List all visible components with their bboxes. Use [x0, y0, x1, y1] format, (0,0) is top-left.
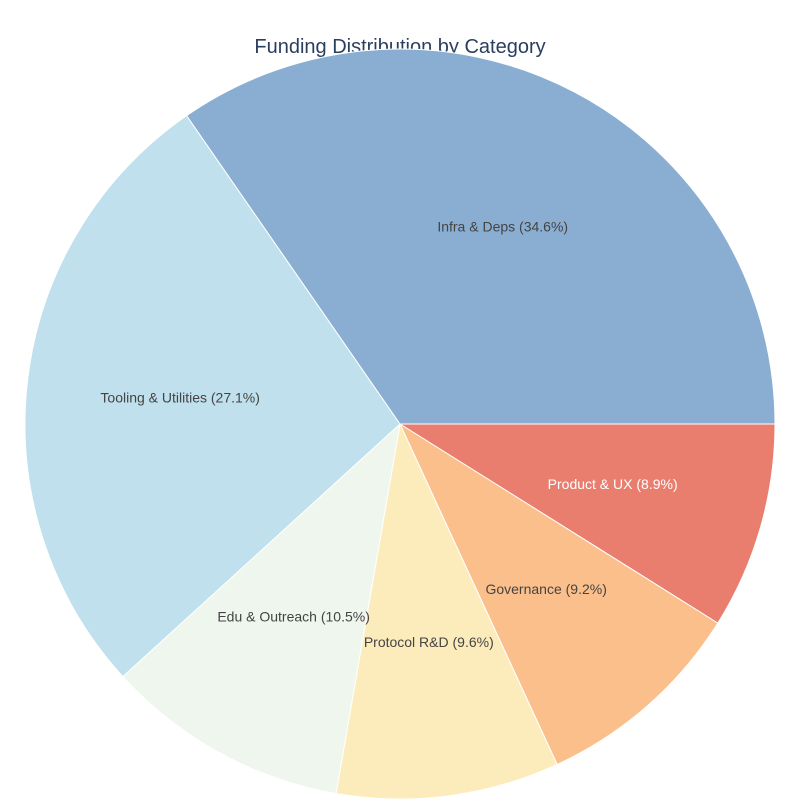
chart-title: Funding Distribution by Category [254, 36, 546, 58]
pie-slice-protocol-randd[interactable] [335, 422, 558, 800]
pie-slice-tooling-and-utilities[interactable] [24, 114, 401, 678]
slice-label-infra-and-deps: Infra & Deps (34.6%) [437, 219, 568, 235]
slice-label-protocol-randd: Protocol R&D (9.6%) [364, 634, 494, 650]
pie-slice-edu-and-outreach[interactable] [122, 422, 401, 795]
pie-slice-product-and-ux[interactable] [398, 423, 776, 624]
slice-label-edu-and-outreach: Edu & Outreach (10.5%) [217, 609, 370, 625]
pie-labels: Product & UX (8.9%) Governance (9.2%) Prot… [100, 219, 677, 650]
slice-label-tooling-and-utilities: Tooling & Utilities (27.1%) [100, 390, 260, 406]
slice-label-governance: Governance (9.2%) [485, 581, 606, 597]
pie-slice-infra-and-deps[interactable] [185, 48, 776, 425]
pie-slices [24, 48, 776, 800]
slice-label-product-and-ux: Product & UX (8.9%) [548, 476, 678, 492]
pie-slice-governance[interactable] [398, 422, 719, 766]
